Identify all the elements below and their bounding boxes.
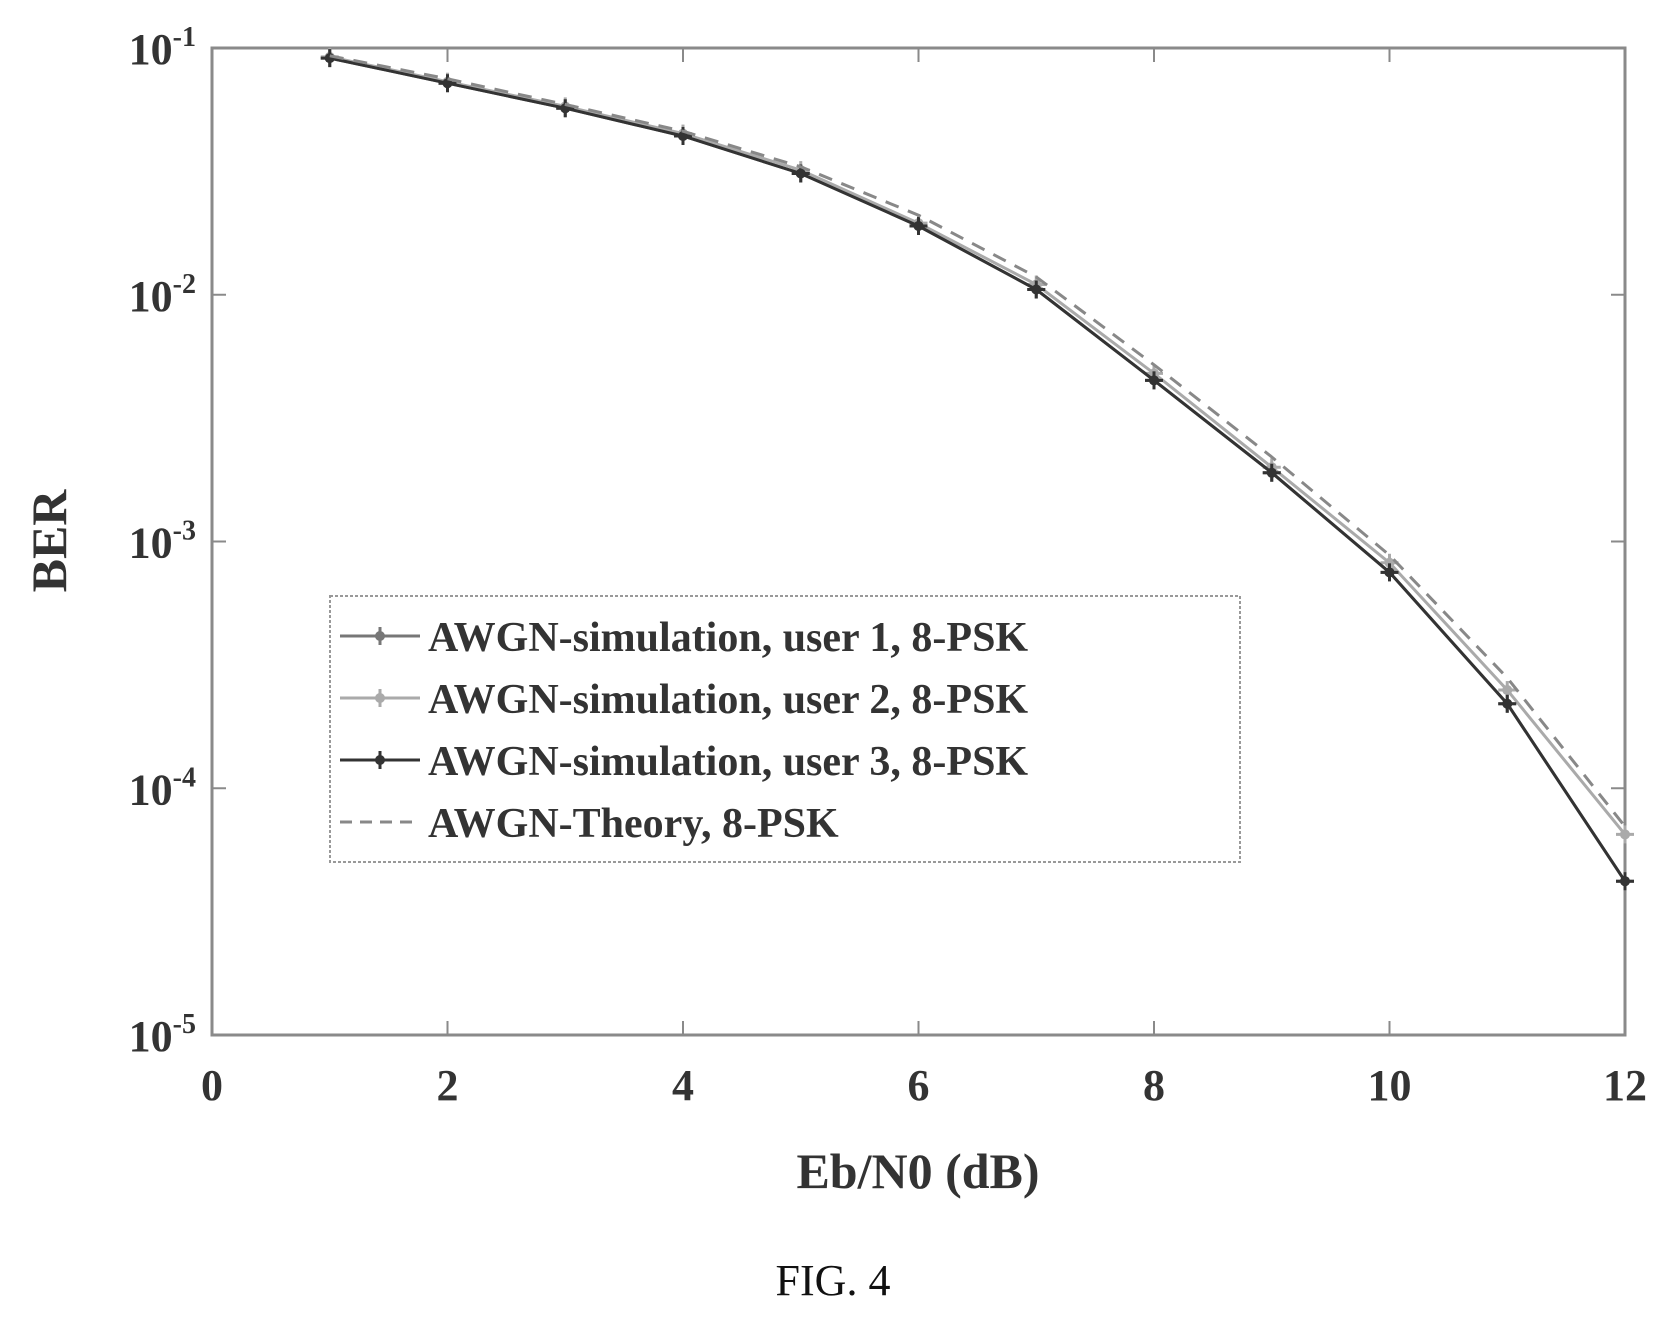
- legend-label: AWGN-simulation, user 2, 8-PSK: [428, 677, 1028, 723]
- y-tick-label: 10-3: [129, 516, 196, 568]
- y-tick-exponent: -3: [173, 516, 196, 547]
- legend-entry: AWGN-Theory, 8-PSK: [340, 801, 839, 847]
- y-tick-label: 10-1: [129, 22, 196, 74]
- x-tick-label: 12: [1603, 1061, 1647, 1110]
- plot-area-frame: [210, 46, 1627, 1037]
- y-tick-exponent: -4: [173, 762, 196, 793]
- legend-label: AWGN-simulation, user 3, 8-PSK: [428, 739, 1028, 785]
- y-tick-label: 10-5: [129, 1009, 196, 1061]
- data-point-marker: [1262, 463, 1281, 482]
- y-tick-exponent: -5: [173, 1009, 196, 1040]
- data-point-marker: [909, 216, 928, 235]
- data-point-marker: [1380, 563, 1399, 582]
- data-point-marker: [371, 751, 389, 769]
- data-point-marker: [371, 627, 389, 645]
- legend-entry: AWGN-simulation, user 1, 8-PSK: [340, 615, 1028, 661]
- data-point-marker: [1027, 280, 1046, 299]
- y-tick-exponent: -2: [173, 269, 196, 300]
- legend-entry: AWGN-simulation, user 3, 8-PSK: [340, 739, 1028, 785]
- series-line: [329, 54, 1627, 828]
- y-tick-label: 10-2: [129, 269, 196, 321]
- data-point-marker: [1145, 371, 1163, 390]
- y-tick-base: 10: [129, 1012, 173, 1061]
- y-tick-exponent: -1: [173, 22, 196, 53]
- data-point-marker: [1616, 825, 1634, 844]
- y-tick-label: 10-4: [129, 762, 196, 814]
- series-line: [329, 55, 1627, 836]
- legend-entries: AWGN-simulation, user 1, 8-PSK AWGN-simul…: [340, 615, 1028, 847]
- legend-entry: AWGN-simulation, user 2, 8-PSK: [340, 677, 1028, 723]
- data-point-marker: [1616, 872, 1634, 891]
- x-axis-title: Eb/N0 (dB): [796, 1143, 1039, 1199]
- x-tick-label: 6: [908, 1061, 930, 1110]
- series-line: [329, 56, 1627, 883]
- x-axis-ticks: 0 2 4 6 8 10 12: [201, 48, 1647, 1110]
- x-tick-label: 2: [437, 1061, 459, 1110]
- series-3: [320, 49, 1634, 891]
- data-point-marker: [1498, 694, 1517, 713]
- y-axis-ticks: 10-110-210-310-410-5: [129, 22, 1625, 1061]
- legend-label: AWGN-simulation, user 1, 8-PSK: [428, 615, 1028, 661]
- legend-box: [329, 595, 1241, 863]
- y-tick-base: 10: [129, 272, 173, 321]
- legend-label: AWGN-Theory, 8-PSK: [428, 801, 839, 847]
- legend: AWGN-simulation, user 1, 8-PSK AWGN-simul…: [329, 595, 1241, 863]
- series-4: [329, 54, 1627, 828]
- x-tick-label: 4: [672, 1061, 694, 1110]
- x-tick-label: 0: [201, 1061, 223, 1110]
- data-point-marker: [371, 689, 389, 707]
- y-tick-base: 10: [129, 519, 173, 568]
- series-layer: [320, 47, 1634, 891]
- y-tick-base: 10: [129, 25, 173, 74]
- x-tick-label: 10: [1368, 1061, 1412, 1110]
- y-tick-base: 10: [129, 765, 173, 814]
- x-tick-label: 8: [1143, 1061, 1165, 1110]
- y-axis-title: BER: [21, 489, 77, 593]
- figure-caption: FIG. 4: [775, 1256, 891, 1305]
